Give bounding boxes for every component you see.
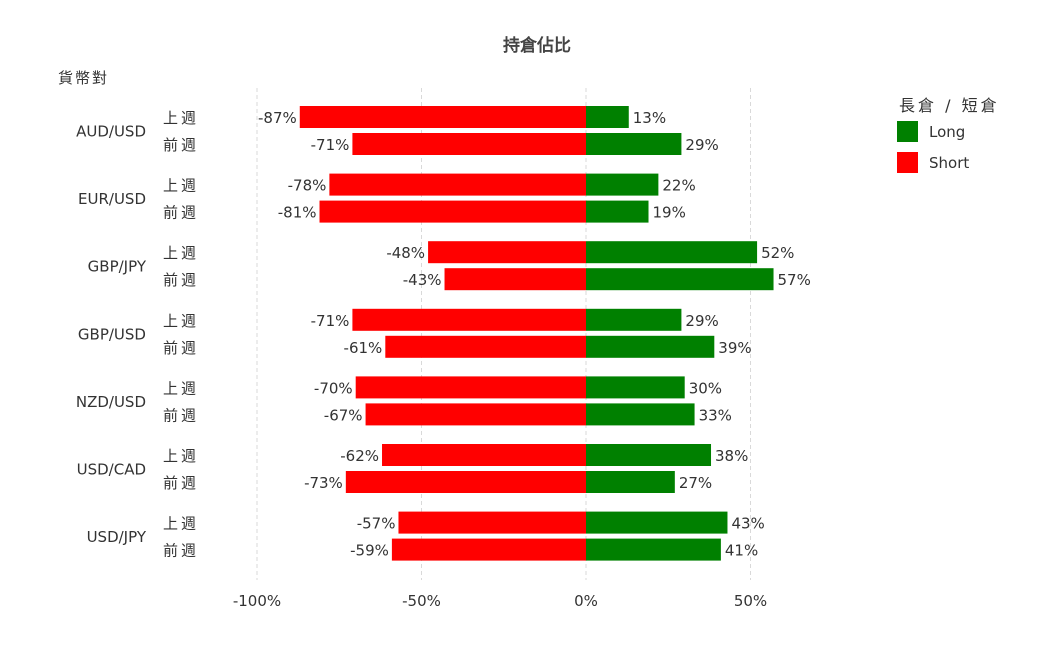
short-value-label: -57% xyxy=(357,515,396,533)
chart-title: 持倉佔比 xyxy=(503,35,571,56)
x-tick-label: 50% xyxy=(734,592,767,610)
period-label: 前週 xyxy=(163,204,199,222)
period-label: 前週 xyxy=(163,339,199,357)
period-label: 上週 xyxy=(163,379,199,397)
short-bar xyxy=(365,403,586,426)
period-label: 上週 xyxy=(163,312,199,330)
long-bar xyxy=(586,471,675,493)
short-bar xyxy=(398,511,586,534)
short-value-label: -87% xyxy=(258,109,297,127)
period-label: 前週 xyxy=(163,406,199,424)
currency-pair-label: AUD/USD xyxy=(76,123,146,141)
currency-pair-label: NZD/USD xyxy=(76,393,146,411)
long-bar xyxy=(586,376,685,399)
long-value-label: 39% xyxy=(718,339,751,357)
legend: 長倉 / 短倉 Long Short xyxy=(897,96,1000,173)
short-bar xyxy=(345,471,586,493)
legend-title: 長倉 / 短倉 xyxy=(899,96,1000,115)
long-value-label: 41% xyxy=(725,542,758,560)
period-label: 上週 xyxy=(163,109,199,127)
period-label: 上週 xyxy=(163,447,199,465)
long-bar xyxy=(586,335,715,358)
x-tick-label: 0% xyxy=(574,592,598,610)
short-bar xyxy=(444,268,586,291)
short-value-label: -70% xyxy=(314,379,353,397)
short-value-label: -61% xyxy=(344,339,383,357)
legend-swatch xyxy=(897,121,918,142)
short-value-label: -59% xyxy=(350,542,389,560)
legend-swatch xyxy=(897,152,918,173)
long-value-label: 27% xyxy=(679,474,712,492)
x-tick-label: -100% xyxy=(233,592,281,610)
long-bar xyxy=(586,133,682,155)
short-bar xyxy=(428,241,586,264)
period-label: 前週 xyxy=(163,271,199,289)
currency-pair-label: GBP/JPY xyxy=(88,258,147,276)
grid-lines xyxy=(256,88,751,580)
currency-pair-label: USD/CAD xyxy=(77,461,146,479)
long-bar xyxy=(586,403,695,426)
long-value-label: 29% xyxy=(685,136,718,154)
long-value-label: 13% xyxy=(633,109,666,127)
short-bar xyxy=(382,444,586,466)
short-bar xyxy=(391,538,586,561)
short-value-label: -71% xyxy=(311,312,350,330)
long-value-label: 22% xyxy=(662,177,695,195)
long-bar xyxy=(586,538,721,561)
period-label: 前週 xyxy=(163,136,199,154)
short-value-label: -43% xyxy=(403,271,442,289)
legend-label: Short xyxy=(929,154,969,172)
period-label: 前週 xyxy=(163,474,199,492)
long-value-label: 19% xyxy=(653,204,686,222)
data-labels: -87% 13% -71% 29% -78% 22% -81% 19% -48% 52% -43% 5… xyxy=(258,109,811,560)
category-labels: AUD/USD上週前週EUR/USD上週前週GBP/JPY上週前週GBP/USD… xyxy=(76,109,199,560)
long-bar xyxy=(586,308,682,331)
period-label: 前週 xyxy=(163,542,199,560)
short-bar xyxy=(352,133,586,155)
long-bar xyxy=(586,106,629,128)
short-value-label: -62% xyxy=(340,447,379,465)
period-label: 上週 xyxy=(163,177,199,195)
short-value-label: -71% xyxy=(311,136,350,154)
currency-pair-label: EUR/USD xyxy=(78,190,146,208)
period-label: 上週 xyxy=(163,515,199,533)
short-bar xyxy=(385,335,586,358)
long-bar xyxy=(586,444,712,466)
long-value-label: 33% xyxy=(699,406,732,424)
y-axis-title: 貨幣對 xyxy=(58,69,109,87)
bars xyxy=(299,106,774,561)
currency-pair-label: USD/JPY xyxy=(87,528,147,546)
period-label: 上週 xyxy=(163,244,199,262)
short-bar xyxy=(355,376,586,399)
long-value-label: 38% xyxy=(715,447,748,465)
long-bar xyxy=(586,268,774,291)
long-value-label: 43% xyxy=(731,515,764,533)
short-bar xyxy=(299,106,586,128)
long-value-label: 30% xyxy=(689,379,722,397)
currency-pair-label: GBP/USD xyxy=(78,325,146,343)
short-value-label: -73% xyxy=(304,474,343,492)
long-bar xyxy=(586,511,728,534)
legend-label: Long xyxy=(929,123,965,141)
short-value-label: -67% xyxy=(324,406,363,424)
long-bar xyxy=(586,173,659,196)
long-bar xyxy=(586,200,649,223)
short-value-label: -78% xyxy=(288,177,327,195)
legend-items: Long Short xyxy=(897,121,969,173)
long-value-label: 57% xyxy=(778,271,811,289)
long-value-label: 52% xyxy=(761,244,794,262)
long-value-label: 29% xyxy=(685,312,718,330)
short-value-label: -48% xyxy=(386,244,425,262)
short-bar xyxy=(352,308,586,331)
long-bar xyxy=(586,241,758,264)
short-bar xyxy=(319,200,586,223)
short-value-label: -81% xyxy=(278,204,317,222)
x-tick-label: -50% xyxy=(402,592,441,610)
x-axis-ticks: -100% -50% 0% 50% xyxy=(233,592,767,610)
short-bar xyxy=(329,173,586,196)
